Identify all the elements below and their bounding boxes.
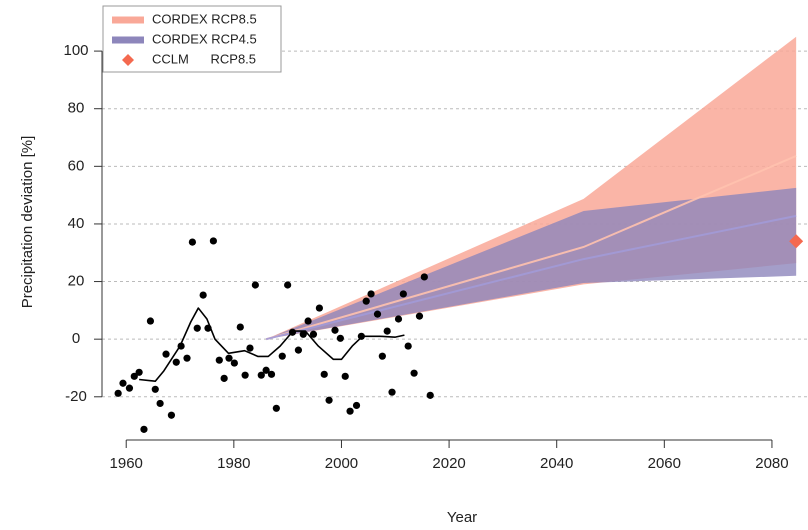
observation-point <box>114 389 122 397</box>
observation-point <box>215 356 223 364</box>
observation-point <box>352 401 361 410</box>
observation-point <box>426 391 434 399</box>
observation-point <box>130 372 138 380</box>
observation-point <box>410 369 418 377</box>
observation-point <box>331 326 339 334</box>
observation-point <box>388 388 396 396</box>
observation-point <box>394 315 403 323</box>
y-tick-label: -20 <box>65 388 87 405</box>
x-tick-label: 2080 <box>755 455 788 472</box>
legend-label: CORDEX RCP8.5 <box>152 11 257 26</box>
y-tick-label: 100 <box>63 42 88 59</box>
observation-point <box>151 385 159 393</box>
observation-point <box>193 324 201 332</box>
y-tick-label: 80 <box>68 100 85 117</box>
y-axis-label: Precipitation deviation [%] <box>19 136 36 309</box>
observation-point <box>383 327 391 335</box>
observation-point <box>346 407 354 415</box>
x-tick-label: 2060 <box>648 455 681 472</box>
observation-point <box>362 297 370 305</box>
observation-point <box>172 358 180 366</box>
legend-label: CCLM RCP8.5 <box>152 51 256 66</box>
smoothed-line <box>139 307 405 383</box>
observation-point <box>284 281 292 289</box>
observation-point <box>267 370 276 378</box>
observation-point <box>320 370 328 378</box>
observation-point <box>399 290 407 298</box>
observation-point <box>135 368 143 376</box>
observation-point <box>315 304 323 312</box>
observation-point <box>373 310 382 318</box>
y-tick-label: 40 <box>68 215 85 232</box>
observation-point <box>236 323 244 331</box>
observation-point <box>341 372 349 380</box>
observation-point <box>156 399 164 408</box>
observation-point <box>188 238 197 246</box>
observation-point <box>230 359 238 367</box>
y-tick-label: 60 <box>68 157 85 174</box>
x-tick-label: 2000 <box>325 455 358 472</box>
observation-point <box>146 317 155 325</box>
observation-point <box>140 425 148 433</box>
observation-point <box>177 342 185 350</box>
projection-band <box>266 36 797 340</box>
observation-point <box>251 281 259 289</box>
observation-point <box>162 350 170 358</box>
observation-point <box>304 317 312 325</box>
observation-point <box>183 354 191 362</box>
observation-point <box>299 330 307 338</box>
legend: CORDEX RCP8.5 CORDEX RCP4.5 CCLM RCP8.5 <box>102 5 282 73</box>
observation-point <box>262 366 270 374</box>
diamond-marker <box>789 234 804 249</box>
observation-point <box>220 374 228 382</box>
observation-point <box>204 324 212 332</box>
x-tick-label: 1960 <box>110 455 143 472</box>
observation-point <box>367 290 375 298</box>
observation-point <box>336 334 344 342</box>
x-tick-label: 2040 <box>540 455 573 472</box>
median-line <box>265 155 797 341</box>
observation-point <box>378 352 386 360</box>
y-tick-label: 0 <box>72 330 80 347</box>
observation-point <box>288 328 297 336</box>
observation-point <box>415 312 424 320</box>
observation-point <box>125 384 134 392</box>
observation-point <box>246 344 254 352</box>
x-tick-label: 1980 <box>217 455 250 472</box>
legend-label: CORDEX RCP4.5 <box>152 31 257 46</box>
observation-point <box>309 330 318 338</box>
observation-point <box>357 332 365 340</box>
observation-point <box>241 371 249 379</box>
observation-point <box>272 404 280 412</box>
observation-point <box>420 273 428 281</box>
observation-point <box>278 352 286 360</box>
observation-point <box>404 342 412 350</box>
observation-point <box>119 379 127 387</box>
x-axis-label: Year <box>447 509 477 526</box>
observation-point <box>167 411 176 419</box>
observation-point <box>294 346 303 354</box>
x-tick-label: 2020 <box>432 455 465 472</box>
y-tick-label: 20 <box>68 273 85 290</box>
observation-point <box>209 237 217 245</box>
observation-point <box>257 371 265 379</box>
legend-swatch <box>122 54 134 66</box>
observation-point <box>325 396 333 404</box>
observation-point <box>225 354 233 362</box>
observation-point <box>199 291 207 299</box>
median-line <box>265 214 797 341</box>
